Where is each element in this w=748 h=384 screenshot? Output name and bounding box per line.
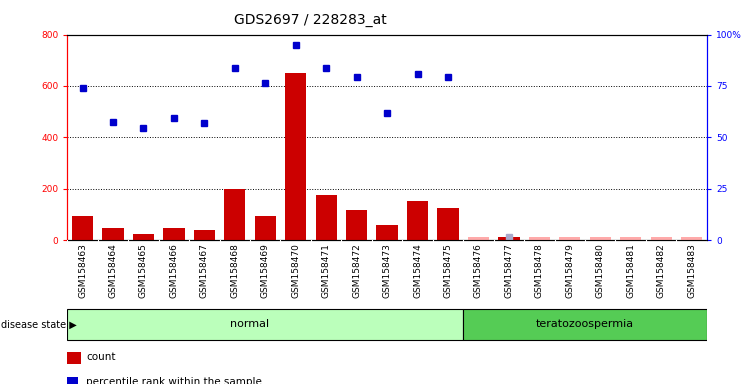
Text: GDS2697 / 228283_at: GDS2697 / 228283_at	[234, 13, 387, 27]
Bar	[163, 228, 185, 240]
Text: disease state ▶: disease state ▶	[1, 319, 76, 329]
Bar	[529, 237, 550, 240]
Bar	[316, 195, 337, 240]
Bar	[72, 215, 94, 240]
Bar	[498, 237, 520, 240]
Text: normal: normal	[230, 319, 269, 329]
Bar	[376, 225, 398, 240]
Text: count: count	[86, 352, 115, 362]
Text: GSM158475: GSM158475	[444, 243, 453, 298]
Bar	[651, 237, 672, 240]
Bar	[589, 237, 611, 240]
Text: GSM158463: GSM158463	[78, 243, 87, 298]
Bar	[346, 210, 367, 240]
Text: GSM158473: GSM158473	[382, 243, 392, 298]
Bar	[438, 208, 459, 240]
Bar	[285, 73, 307, 240]
Text: GSM158467: GSM158467	[200, 243, 209, 298]
Bar	[102, 228, 123, 240]
Text: GSM158483: GSM158483	[687, 243, 696, 298]
Bar	[463, 309, 707, 340]
Text: GSM158465: GSM158465	[139, 243, 148, 298]
Text: GSM158471: GSM158471	[322, 243, 331, 298]
Bar	[194, 230, 215, 240]
Bar	[560, 237, 580, 240]
Bar	[67, 309, 463, 340]
Text: GSM158478: GSM158478	[535, 243, 544, 298]
Text: GSM158474: GSM158474	[413, 243, 422, 298]
Text: GSM158472: GSM158472	[352, 243, 361, 298]
Bar	[133, 233, 154, 240]
Bar	[254, 215, 276, 240]
Text: GSM158482: GSM158482	[657, 243, 666, 298]
Text: GSM158469: GSM158469	[261, 243, 270, 298]
Text: GSM158464: GSM158464	[108, 243, 117, 298]
Bar	[468, 237, 489, 240]
Text: GSM158480: GSM158480	[595, 243, 605, 298]
Text: teratozoospermia: teratozoospermia	[536, 319, 634, 329]
Text: GSM158466: GSM158466	[169, 243, 179, 298]
Bar	[224, 189, 245, 240]
Bar	[407, 202, 428, 240]
Text: GSM158470: GSM158470	[291, 243, 300, 298]
Text: GSM158479: GSM158479	[565, 243, 574, 298]
Text: GSM158468: GSM158468	[230, 243, 239, 298]
Bar	[620, 237, 641, 240]
Text: GSM158476: GSM158476	[474, 243, 483, 298]
Text: percentile rank within the sample: percentile rank within the sample	[86, 377, 262, 384]
Text: GSM158477: GSM158477	[504, 243, 513, 298]
Bar	[681, 237, 702, 240]
Text: GSM158481: GSM158481	[626, 243, 635, 298]
